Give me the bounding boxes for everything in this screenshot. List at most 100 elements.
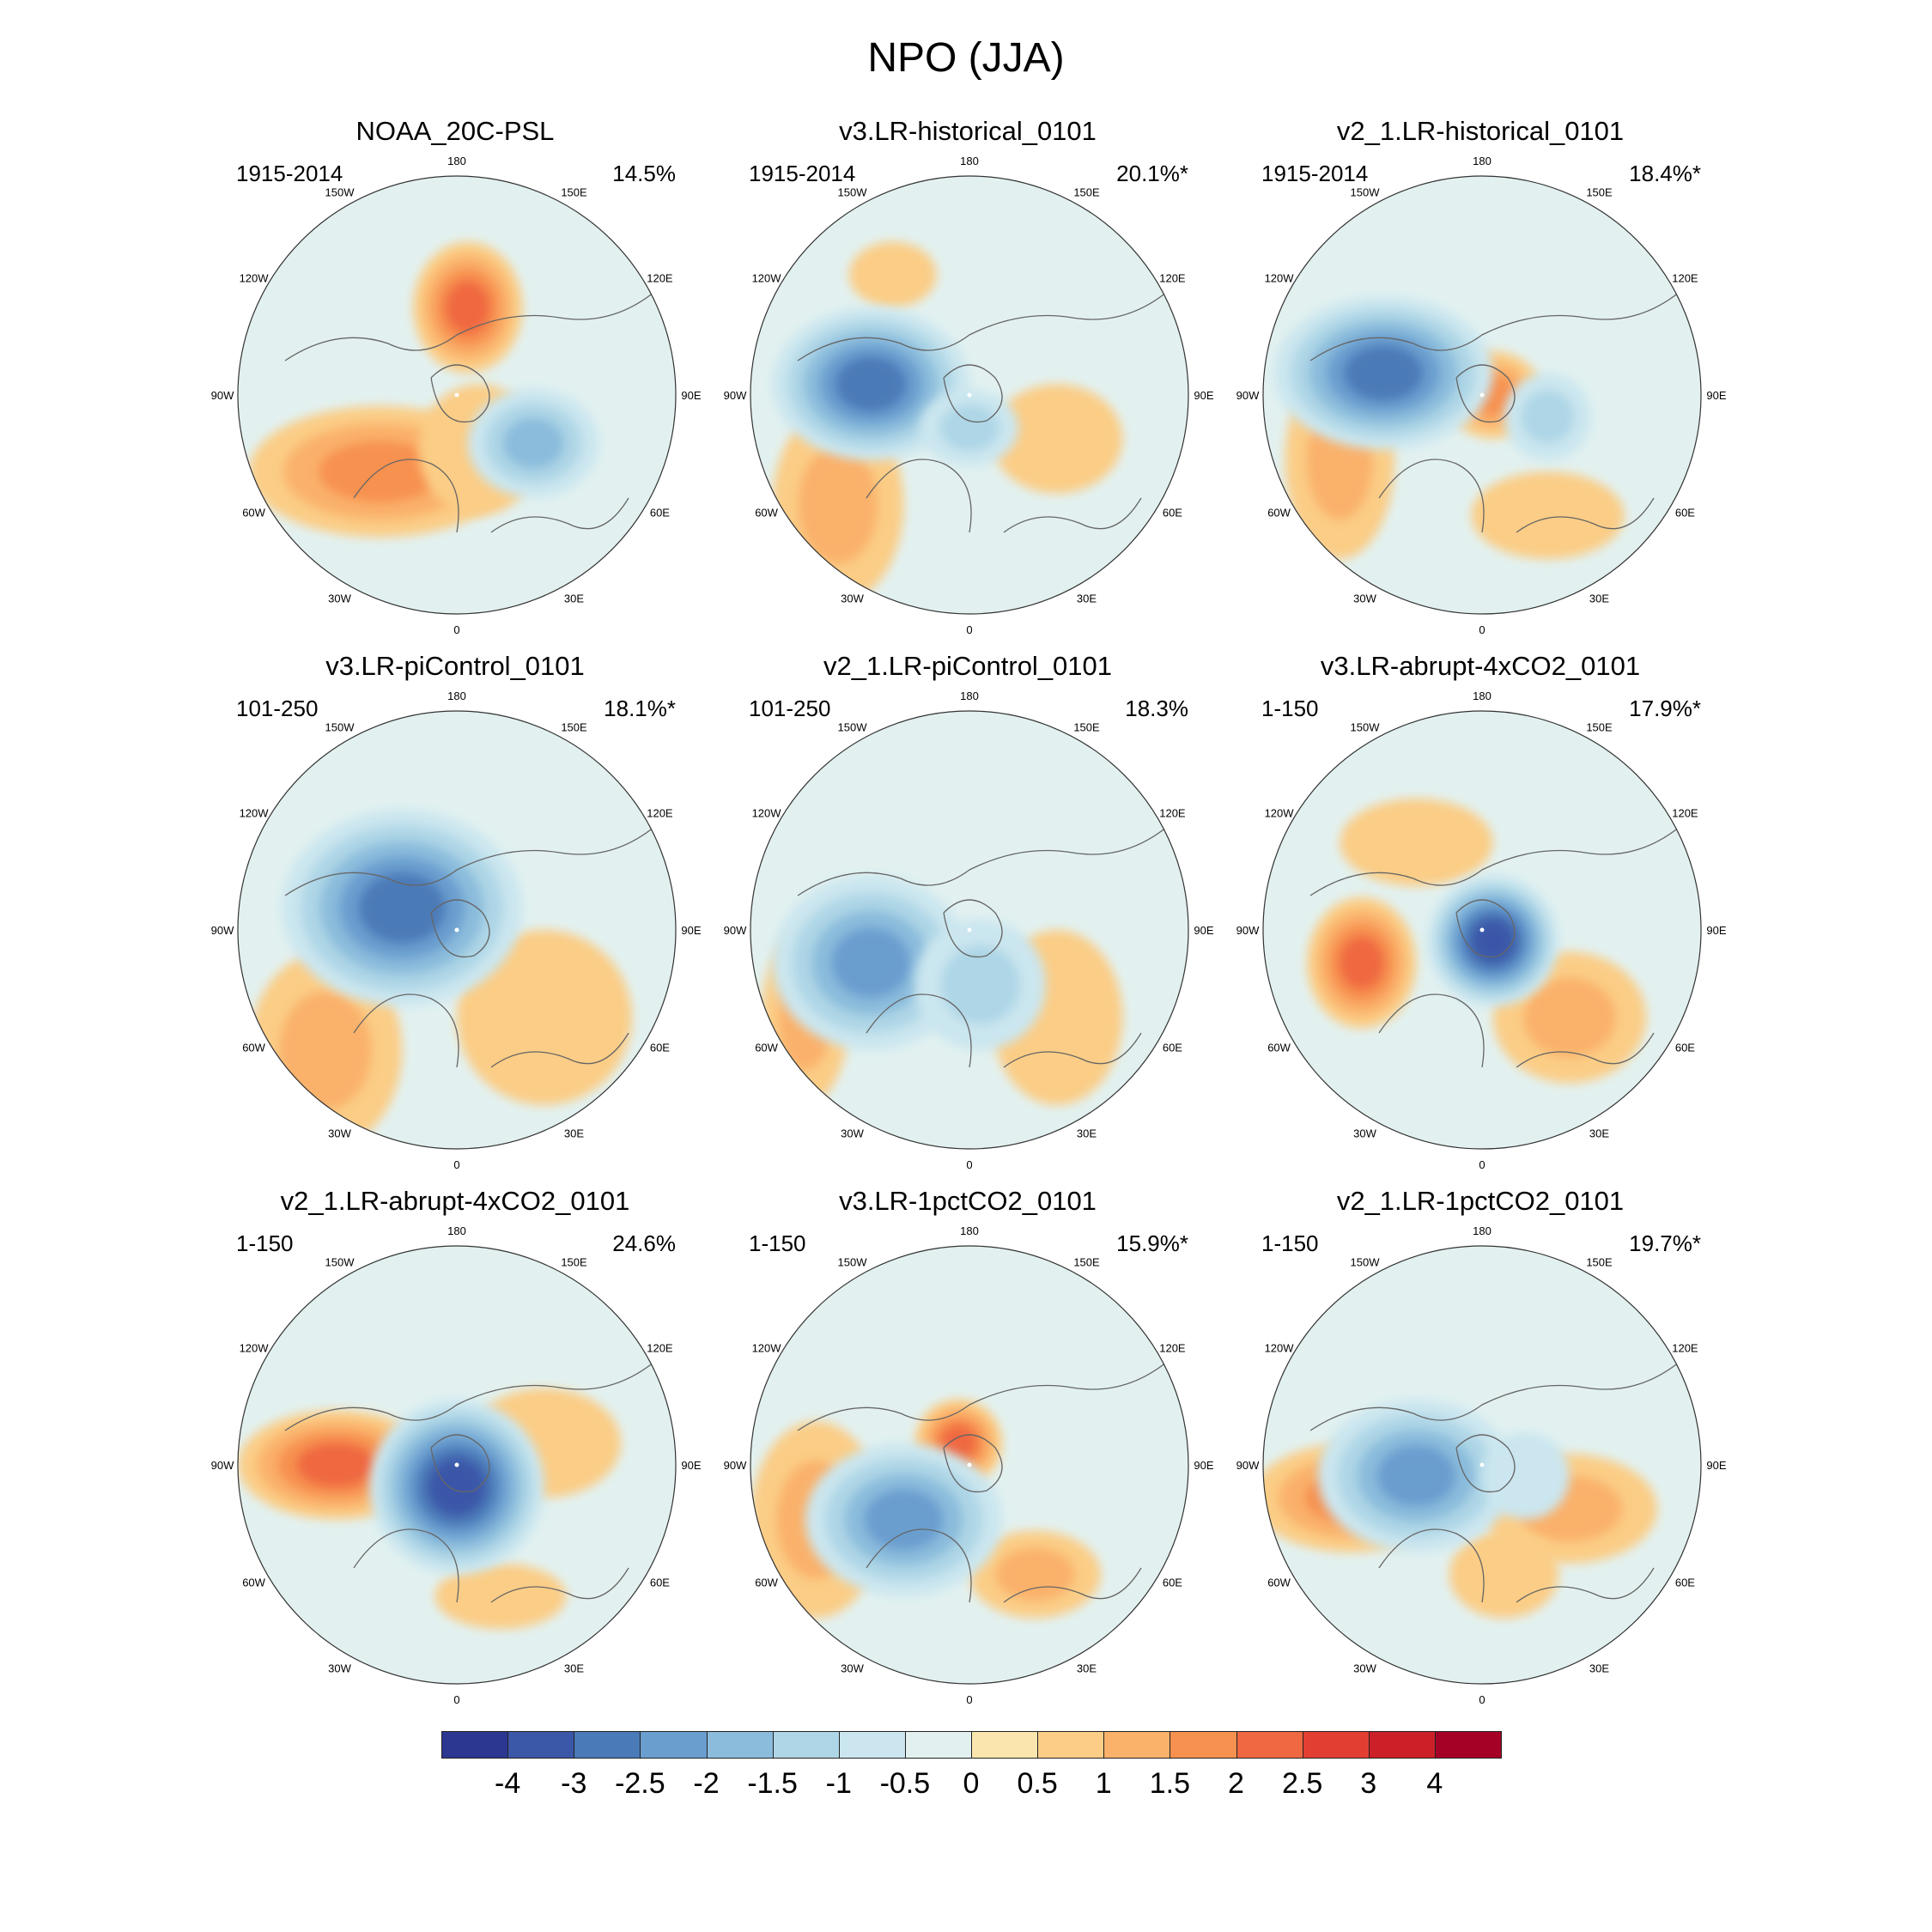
map-border bbox=[1262, 710, 1702, 1150]
longitude-label: 60E bbox=[1163, 1577, 1182, 1589]
polar-map: 180 150W 150E 120W 120E 90W 90E 60W 60E 30W 30E 0 bbox=[724, 155, 1214, 636]
map-panel: 180 150W 150E 120W 120E 90W 90E 60W 60E 30W 30E 0 v2… bbox=[202, 1186, 751, 1710]
longitude-label: 150W bbox=[325, 721, 355, 734]
longitude-label: 180 bbox=[960, 690, 979, 702]
anomaly-low-contour bbox=[502, 417, 564, 469]
longitude-label: 90E bbox=[1706, 389, 1726, 402]
variance-percent: 15.9%* bbox=[1116, 1230, 1188, 1256]
panel-period: 1915-2014 bbox=[749, 161, 856, 186]
longitude-label: 30E bbox=[1077, 592, 1097, 605]
longitude-label: 0 bbox=[453, 1693, 459, 1706]
colorbar-tick-label: 3 bbox=[1360, 1767, 1377, 1800]
colorbar-swatch bbox=[1170, 1731, 1237, 1759]
polar-map: 180 150W 150E 120W 120E 90W 90E 60W 60E 30W 30E 0 bbox=[724, 1224, 1214, 1706]
longitude-label: 60E bbox=[650, 1577, 670, 1589]
variance-percent: 19.7%* bbox=[1629, 1230, 1701, 1256]
longitude-label: 60E bbox=[1675, 1577, 1695, 1589]
panel-title: v3.LR-historical_0101 bbox=[839, 116, 1097, 146]
longitude-label: 150E bbox=[561, 186, 587, 199]
longitude-label: 0 bbox=[1479, 623, 1485, 636]
longitude-label: 30E bbox=[1077, 1127, 1097, 1139]
longitude-label: 60E bbox=[1163, 507, 1182, 519]
polar-map: 180 150W 150E 120W 120E 90W 90E 60W 60E 30W 30E 0 bbox=[1236, 690, 1727, 1171]
longitude-label: 150E bbox=[1586, 186, 1613, 199]
panel-period: 1-150 bbox=[1261, 1230, 1319, 1256]
polar-map: 180 150W 150E 120W 120E 90W 90E 60W 60E 30W 30E 0 bbox=[211, 1224, 702, 1706]
longitude-label: 90W bbox=[211, 1459, 234, 1472]
colorbar-tick-label: 0.5 bbox=[1017, 1767, 1058, 1800]
longitude-label: 120W bbox=[240, 807, 270, 820]
longitude-label: 60E bbox=[650, 1042, 670, 1054]
longitude-label: 90E bbox=[1194, 389, 1213, 402]
longitude-label: 60W bbox=[1267, 507, 1291, 519]
colorbar-tick-label: 1 bbox=[1095, 1767, 1112, 1800]
anomaly-high-contour bbox=[1523, 978, 1616, 1057]
longitude-label: 30E bbox=[564, 592, 584, 605]
north-pole-marker bbox=[967, 1462, 972, 1467]
longitude-label: 60W bbox=[242, 1042, 265, 1054]
longitude-label: 120E bbox=[1672, 1342, 1698, 1355]
longitude-label: 30W bbox=[328, 1662, 351, 1674]
coastlines bbox=[797, 291, 1168, 533]
longitude-label: 120E bbox=[1159, 272, 1186, 285]
colorbar-tick-label: 4 bbox=[1426, 1767, 1443, 1800]
longitude-label: 180 bbox=[447, 155, 466, 167]
colorbar-swatch bbox=[507, 1731, 575, 1759]
longitude-label: 120E bbox=[647, 1342, 673, 1355]
panel-title: v3.LR-abrupt-4xCO2_0101 bbox=[1320, 651, 1641, 681]
longitude-label: 180 bbox=[447, 1224, 466, 1237]
coastlines bbox=[1309, 1361, 1680, 1603]
panel-period: 1915-2014 bbox=[1261, 161, 1369, 186]
anomaly-high-contour bbox=[940, 1425, 976, 1461]
coastlines bbox=[284, 1361, 655, 1603]
longitude-label: 150W bbox=[838, 186, 868, 199]
longitude-label: 30W bbox=[328, 1127, 351, 1139]
longitude-label: 30W bbox=[328, 592, 351, 605]
longitude-label: 60W bbox=[1267, 1577, 1291, 1589]
longitude-label: 90W bbox=[724, 389, 747, 402]
anomaly-high-contour bbox=[319, 440, 442, 502]
longitude-label: 90E bbox=[681, 924, 701, 937]
longitude-label: 120W bbox=[752, 1342, 782, 1355]
anomaly-low-contour bbox=[835, 356, 907, 412]
figure-title: NPO (JJA) bbox=[867, 35, 1065, 81]
colorbar-tick-label: -1.5 bbox=[747, 1767, 798, 1800]
map-panel: 180 150W 150E 120W 120E 90W 90E 60W 60E 30W 30E 0 v3… bbox=[1227, 651, 1777, 1175]
longitude-label: 120E bbox=[1672, 807, 1698, 820]
longitude-label: 60E bbox=[1163, 1042, 1182, 1054]
coastlines bbox=[1309, 291, 1680, 533]
map-border bbox=[1262, 1245, 1702, 1685]
panel-period: 1915-2014 bbox=[236, 161, 343, 186]
longitude-label: 150E bbox=[1073, 721, 1100, 734]
longitude-label: 120W bbox=[1265, 1342, 1295, 1355]
longitude-label: 120W bbox=[240, 1342, 270, 1355]
colorbar-tick-label: 2.5 bbox=[1281, 1767, 1323, 1800]
longitude-label: 60W bbox=[755, 1577, 778, 1589]
longitude-label: 60W bbox=[242, 1577, 265, 1589]
map-border bbox=[237, 175, 677, 615]
longitude-label: 60E bbox=[650, 507, 670, 519]
longitude-label: 120E bbox=[1672, 272, 1698, 285]
polar-map: 180 150W 150E 120W 120E 90W 90E 60W 60E 30W 30E 0 bbox=[724, 690, 1214, 1171]
colorbar-swatch bbox=[1302, 1731, 1370, 1759]
colorbar: -4 -3 -2.5 -2 -1.5 -1 -0.5 0 0.5 1 1.5 2 2.5 3 4 bbox=[441, 1731, 1502, 1800]
longitude-label: 30E bbox=[1589, 1662, 1609, 1674]
longitude-label: 120E bbox=[1159, 807, 1186, 820]
anomaly-low-contour bbox=[358, 872, 446, 944]
longitude-label: 90E bbox=[1706, 1459, 1726, 1472]
longitude-label: 150W bbox=[838, 721, 868, 734]
longitude-label: 90W bbox=[1236, 924, 1260, 937]
panel-title: v2_1.LR-abrupt-4xCO2_0101 bbox=[280, 1186, 630, 1216]
longitude-label: 30W bbox=[1353, 1127, 1376, 1139]
panel-title: v3.LR-piControl_0101 bbox=[325, 651, 585, 681]
polar-map: 180 150W 150E 120W 120E 90W 90E 60W 60E 30W 30E 0 bbox=[211, 155, 702, 636]
polar-map: 180 150W 150E 120W 120E 90W 90E 60W 60E 30W 30E 0 bbox=[211, 690, 702, 1171]
anomaly-high-contour bbox=[296, 1443, 376, 1487]
longitude-label: 90W bbox=[724, 1459, 747, 1472]
north-pole-marker bbox=[454, 392, 459, 398]
longitude-label: 150E bbox=[561, 1256, 587, 1269]
longitude-label: 0 bbox=[453, 623, 459, 636]
longitude-label: 150E bbox=[1586, 721, 1613, 734]
longitude-label: 60E bbox=[1675, 507, 1695, 519]
variance-percent: 14.5% bbox=[612, 161, 676, 186]
